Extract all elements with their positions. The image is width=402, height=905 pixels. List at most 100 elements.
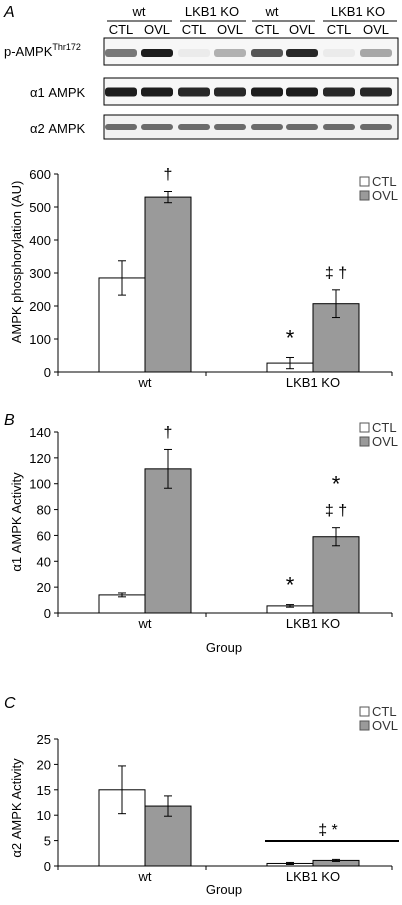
blot-bands	[105, 49, 392, 130]
chart-c-legend-label-ctl: CTL	[372, 704, 397, 719]
lane-label-1: CTL	[109, 22, 134, 37]
chart-b-legend-swatch-ctl	[359, 422, 370, 433]
chart-b-legend-label-ovl: OVL	[372, 434, 398, 449]
blot-band	[360, 124, 392, 130]
blot-band	[360, 49, 392, 57]
lane-label-5: CTL	[255, 22, 280, 37]
significance-marker: ‡ †	[325, 503, 347, 520]
y-tick-label: 5	[44, 834, 51, 849]
y-tick-label: 0	[44, 365, 51, 380]
chart-ampk-phosphorylation: AMPK phosphorylation (AU) CTL OVL 0 100 20…	[9, 166, 398, 390]
significance-marker: †	[164, 166, 173, 183]
y-tick-label: 10	[37, 808, 51, 823]
chart-c-legend-label-ovl: OVL	[372, 718, 398, 733]
chart-a2-ampk-activity: C α2 AMPK Activity Group CTL OVL 0 5 10 15 2…	[4, 695, 399, 897]
chart-a1-ampk-activity: B α1 AMPK Activity Group CTL OVL 0 20 40 60…	[4, 412, 398, 655]
chart-c-x-axis-label: Group	[206, 882, 242, 897]
y-tick-label: 200	[29, 299, 51, 314]
significance-marker: ‡ *	[318, 822, 338, 839]
lane-label-4: OVL	[217, 22, 243, 37]
blot-band	[178, 87, 210, 97]
lane-label-6: OVL	[289, 22, 315, 37]
blot-band	[323, 124, 355, 130]
x-category-label: LKB1 KO	[286, 375, 340, 390]
y-tick-label: 0	[44, 606, 51, 621]
chart-c-panel-letter: C	[4, 695, 16, 712]
blot-band	[360, 87, 392, 97]
y-tick-label: 600	[29, 167, 51, 182]
blot-band	[178, 49, 210, 57]
chart-b-x-axis-label: Group	[206, 640, 242, 655]
blot-band	[286, 49, 318, 57]
y-tick-label: 15	[37, 783, 51, 798]
blot-band	[214, 87, 246, 97]
chart-a-legend-label-ovl: OVL	[372, 188, 398, 203]
chart-b-panel-letter: B	[4, 412, 15, 429]
blot-group-label-4: LKB1 KO	[331, 4, 385, 19]
blot-row-label-3: α2 AMPK	[30, 121, 86, 136]
chart-c-legend: CTL OVL	[359, 704, 398, 733]
blot-band	[141, 87, 173, 97]
blot-band	[178, 124, 210, 130]
blot-band	[105, 87, 137, 97]
bar-ovl-wt	[144, 196, 192, 373]
lane-label-7: CTL	[327, 22, 352, 37]
chart-c-legend-swatch-ovl	[359, 720, 370, 731]
x-category-label: wt	[138, 616, 152, 631]
blot-band	[105, 124, 137, 130]
blot-group-label-3: wt	[265, 4, 279, 19]
lane-label-3: CTL	[182, 22, 207, 37]
x-category-label: LKB1 KO	[286, 869, 340, 884]
x-category-label: wt	[138, 375, 152, 390]
blot-band	[105, 49, 137, 57]
chart-b-y-axis-label: α1 AMPK Activity	[9, 472, 24, 572]
chart-c-legend-swatch-ctl	[359, 706, 370, 717]
y-tick-label: 20	[37, 757, 51, 772]
chart-c-y-axis-label: α2 AMPK Activity	[9, 758, 24, 858]
y-tick-label: 40	[37, 554, 51, 569]
y-tick-label: 0	[44, 859, 51, 874]
blot-lane-labels: CTL OVL CTL OVL CTL OVL CTL OVL	[109, 22, 389, 37]
y-tick-label: 400	[29, 233, 51, 248]
blot-band	[141, 124, 173, 130]
significance-marker: *	[286, 573, 295, 598]
x-category-label: wt	[138, 869, 152, 884]
y-tick-label: 20	[37, 580, 51, 595]
x-category-label: LKB1 KO	[286, 616, 340, 631]
blot-band	[323, 87, 355, 97]
y-tick-label: 140	[29, 425, 51, 440]
significance-marker: *	[286, 325, 295, 350]
y-tick-label: 100	[29, 332, 51, 347]
blot-row-label-2: α1 AMPK	[30, 85, 86, 100]
blot-row-labels: p-AMPKThr172 α1 AMPK α2 AMPK	[4, 42, 86, 136]
y-tick-label: 80	[37, 503, 51, 518]
chart-a-y-axis-label: AMPK phosphorylation (AU)	[9, 181, 24, 344]
blot-band	[286, 87, 318, 97]
bar-ctl-wt	[98, 594, 146, 614]
blot-band	[214, 124, 246, 130]
blot-band	[323, 49, 355, 57]
significance-marker: *	[332, 472, 341, 497]
blot-group-label-1: wt	[132, 4, 146, 19]
blot-band	[286, 124, 318, 130]
chart-b-legend-label-ctl: CTL	[372, 420, 397, 435]
y-tick-label: 120	[29, 451, 51, 466]
blot-band	[214, 49, 246, 57]
blot-group-label-2: LKB1 KO	[185, 4, 239, 19]
bar-ovl-lkb1-ko	[312, 536, 360, 614]
blot-band	[251, 87, 283, 97]
bar-ovl-wt	[144, 468, 192, 614]
y-tick-label: 100	[29, 477, 51, 492]
lane-label-8: OVL	[363, 22, 389, 37]
blot-group-headers: wt LKB1 KO wt LKB1 KO	[107, 4, 397, 22]
blot-band	[251, 124, 283, 130]
y-tick-label: 500	[29, 200, 51, 215]
chart-a-legend-swatch-ovl	[359, 190, 370, 201]
y-tick-label: 60	[37, 528, 51, 543]
chart-a-legend-swatch-ctl	[359, 176, 370, 187]
western-blot: A wt LKB1 KO wt LKB1 KO CTL OVL CTL OVL …	[3, 4, 399, 140]
blot-band	[251, 49, 283, 57]
significance-marker: †	[164, 424, 173, 441]
